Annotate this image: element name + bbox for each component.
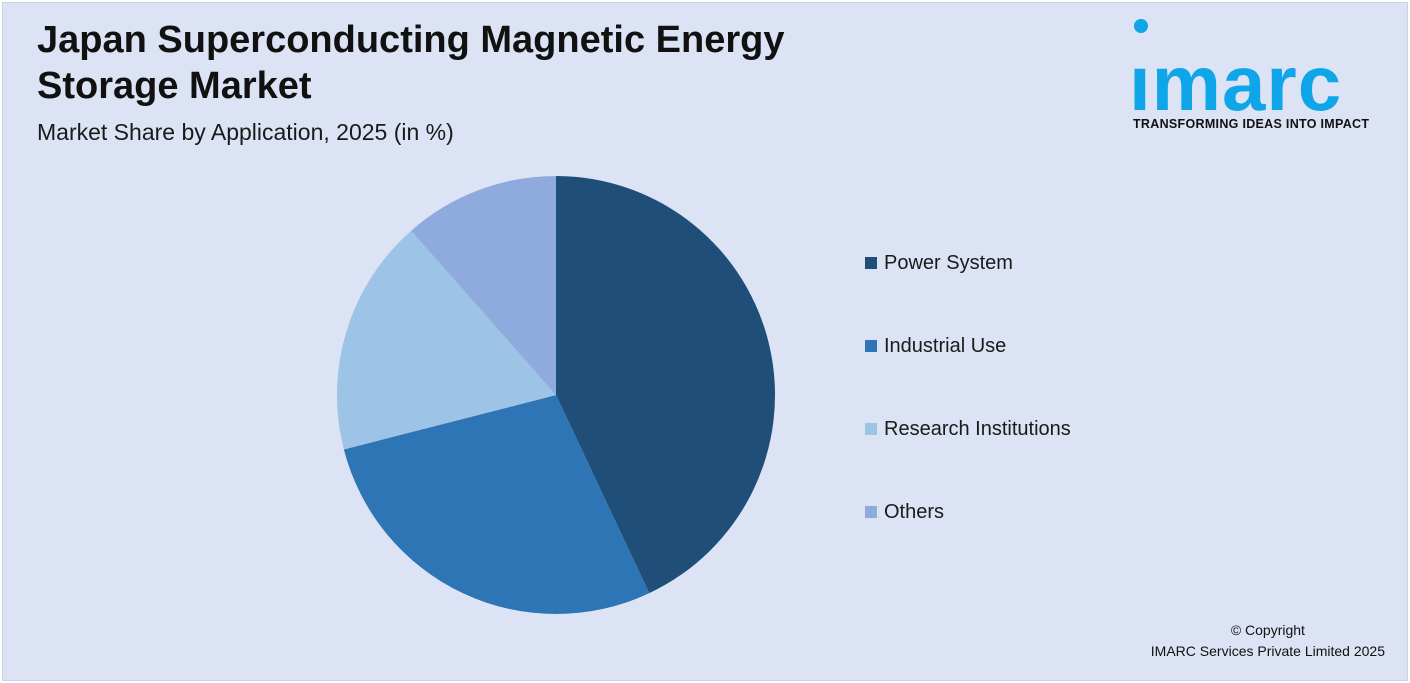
copyright-notice: © Copyright IMARC Services Private Limit… (1151, 620, 1385, 662)
pie-slice-industrial-use (343, 395, 650, 614)
legend-item-industrial-use: Industrial Use (865, 332, 1071, 360)
legend-item-others: Others (865, 498, 1071, 526)
legend-swatch (865, 506, 877, 518)
pie-slice-research-institutions (337, 230, 556, 450)
legend-swatch (865, 257, 877, 269)
imarc-logo: ımarc TRANSFORMING IDEAS INTO IMPACT (1129, 17, 1399, 137)
legend-item-research-institutions: Research Institutions (865, 415, 1071, 443)
legend-swatch (865, 340, 877, 352)
pie-chart (337, 176, 775, 614)
chart-subtitle: Market Share by Application, 2025 (in %) (37, 119, 454, 145)
copyright-line: © Copyright (1230, 622, 1305, 638)
chart-title: Japan Superconducting Magnetic Energy St… (37, 19, 785, 107)
pie-slice-others (411, 176, 556, 395)
copyright-owner: IMARC Services Private Limited 2025 (1150, 643, 1385, 659)
legend-label: Power System (884, 251, 1013, 274)
logo-tagline: TRANSFORMING IDEAS INTO IMPACT (1133, 117, 1370, 131)
legend-swatch (865, 423, 877, 435)
legend-item-power-system: Power System (865, 249, 1071, 277)
logo-dot (1134, 19, 1148, 33)
legend-label: Others (884, 500, 945, 523)
logo-wordmark: ımarc (1129, 39, 1343, 127)
chart-legend: Power System Industrial Use Research Ins… (865, 249, 1071, 581)
legend-label: Research Institutions (884, 417, 1071, 440)
legend-label: Industrial Use (884, 334, 1007, 357)
pie-slice-power-system (556, 176, 775, 594)
